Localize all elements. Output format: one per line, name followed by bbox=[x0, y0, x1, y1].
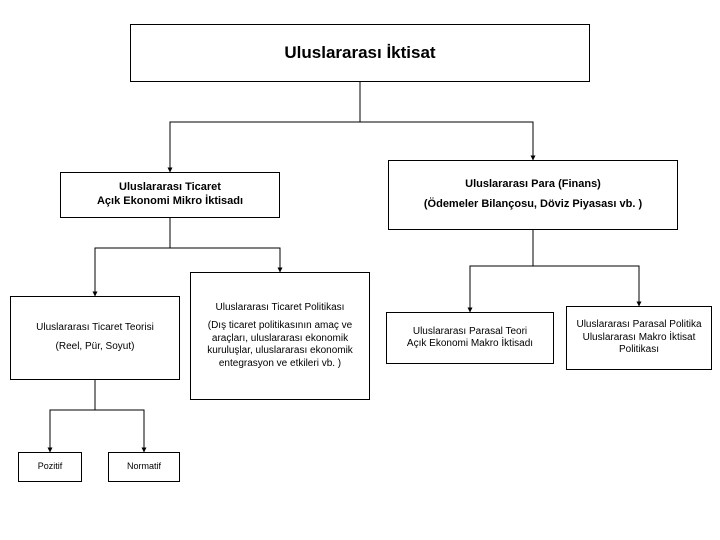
node-moneytheory-line: Uluslararası Parasal Teori bbox=[413, 326, 527, 339]
node-trade: Uluslararası TicaretAçık Ekonomi Mikro İ… bbox=[60, 172, 280, 218]
node-moneypolicy-line: Uluslararası Parasal Politika bbox=[576, 319, 701, 332]
node-money-line: (Ödemeler Bilançosu, Döviz Piyasası vb. … bbox=[424, 198, 642, 212]
edge-money-to-moneypolicy bbox=[533, 230, 639, 306]
node-theory-line: Uluslararası Ticaret Teorisi bbox=[36, 322, 154, 335]
edge-theory-to-normative bbox=[95, 380, 144, 452]
node-root: Uluslararası İktisat bbox=[130, 24, 590, 82]
node-trade-line: Açık Ekonomi Mikro İktisadı bbox=[97, 195, 243, 209]
node-theory: Uluslararası Ticaret Teorisi (Reel, Pür,… bbox=[10, 296, 180, 380]
node-positive: Pozitif bbox=[18, 452, 82, 482]
node-moneytheory-line: Açık Ekonomi Makro İktisadı bbox=[407, 338, 533, 351]
node-moneypolicy: Uluslararası Parasal PolitikaUluslararas… bbox=[566, 306, 712, 370]
edge-trade-to-theory bbox=[95, 218, 170, 296]
node-money: Uluslararası Para (Finans) (Ödemeler Bil… bbox=[388, 160, 678, 230]
node-trade-line: Uluslararası Ticaret bbox=[119, 181, 221, 195]
node-moneypolicy-line: Uluslararası Makro İktisat Politikası bbox=[573, 332, 705, 357]
node-policy-line: (Dış ticaret politikasının amaç ve araçl… bbox=[197, 320, 363, 370]
node-money-line: Uluslararası Para (Finans) bbox=[465, 178, 601, 192]
node-normative: Normatif bbox=[108, 452, 180, 482]
node-theory-line: (Reel, Pür, Soyut) bbox=[56, 341, 135, 354]
node-policy: Uluslararası Ticaret Politikası (Dış tic… bbox=[190, 272, 370, 400]
edge-money-to-moneytheory bbox=[470, 230, 533, 312]
node-root-line: Uluslararası İktisat bbox=[284, 42, 435, 63]
node-positive-line: Pozitif bbox=[38, 461, 63, 472]
edge-trade-to-policy bbox=[170, 218, 280, 272]
node-policy-line: Uluslararası Ticaret Politikası bbox=[216, 302, 345, 315]
edge-root-to-trade bbox=[170, 82, 360, 172]
edge-theory-to-positive bbox=[50, 380, 95, 452]
edge-root-to-money bbox=[360, 82, 533, 160]
node-normative-line: Normatif bbox=[127, 461, 161, 472]
node-moneytheory: Uluslararası Parasal TeoriAçık Ekonomi M… bbox=[386, 312, 554, 364]
